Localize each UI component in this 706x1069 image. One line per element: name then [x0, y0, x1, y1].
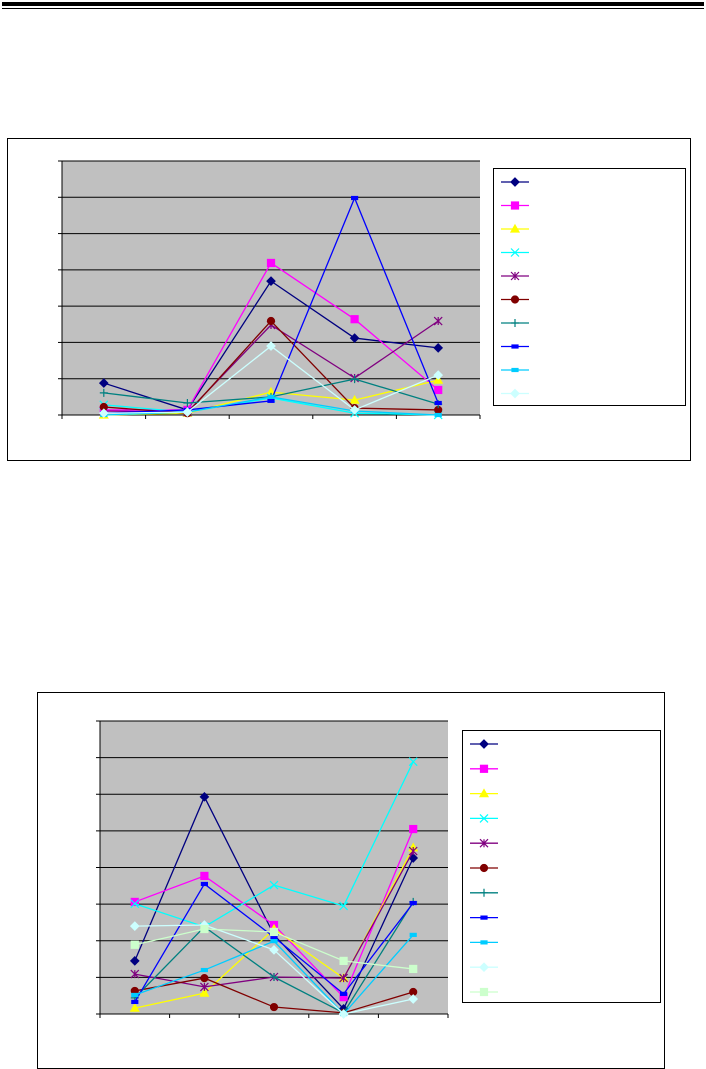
marker	[131, 999, 139, 1005]
legend	[493, 168, 686, 406]
marker	[200, 967, 208, 973]
marker	[270, 939, 278, 944]
legend-marker	[511, 367, 519, 373]
marker	[267, 394, 275, 399]
marker	[199, 791, 210, 802]
marker	[269, 880, 279, 890]
marker	[433, 343, 444, 353]
marker	[266, 316, 276, 326]
header-rule	[2, 2, 704, 6]
marker	[129, 1002, 140, 1012]
legend-marker	[510, 248, 520, 257]
marker	[408, 994, 419, 1004]
marker	[130, 940, 139, 949]
legend-marker	[480, 940, 488, 945]
legend-marker	[511, 319, 519, 327]
marker	[433, 316, 443, 326]
marker	[408, 846, 418, 856]
marker	[340, 991, 348, 996]
marker	[130, 969, 140, 979]
marker	[129, 921, 140, 931]
marker	[434, 385, 443, 395]
marker	[98, 408, 109, 419]
marker	[267, 398, 275, 403]
marker	[349, 405, 360, 415]
legend-marker	[479, 962, 489, 973]
plot-area	[62, 161, 480, 415]
marker	[130, 899, 140, 909]
marker	[199, 982, 209, 992]
marker	[266, 341, 276, 351]
legend-marker	[510, 295, 520, 304]
legend-marker	[479, 863, 489, 873]
marker	[409, 932, 417, 937]
marker	[351, 195, 359, 201]
marker	[269, 1002, 279, 1012]
marker	[339, 901, 349, 911]
marker	[433, 370, 444, 380]
legend-marker	[479, 838, 489, 848]
marker	[409, 824, 418, 834]
marker	[266, 258, 276, 268]
marker	[408, 757, 418, 767]
marker	[182, 407, 193, 417]
legend-marker	[510, 177, 520, 187]
marker	[350, 315, 359, 324]
marker	[434, 400, 442, 406]
legend-marker	[479, 813, 489, 823]
marker	[200, 881, 208, 887]
marker	[269, 927, 279, 937]
marker	[339, 956, 348, 965]
legend-marker	[479, 739, 489, 749]
marker	[269, 945, 279, 955]
marker	[350, 375, 359, 384]
marker	[130, 897, 139, 907]
marker	[129, 956, 140, 966]
legend-marker	[480, 915, 488, 920]
marker	[99, 388, 108, 397]
legend	[462, 730, 661, 1003]
marker	[183, 399, 192, 408]
marker	[270, 973, 278, 982]
marker	[409, 964, 418, 974]
legend-marker	[510, 388, 520, 399]
marker	[339, 973, 349, 983]
marker	[266, 276, 276, 286]
marker	[200, 924, 209, 934]
marker	[434, 412, 442, 418]
legend-marker	[510, 271, 520, 281]
legend-marker	[478, 788, 490, 798]
legend-marker	[479, 764, 489, 773]
legend-marker	[511, 344, 519, 349]
marker	[98, 378, 109, 388]
legend-marker	[479, 987, 489, 997]
marker	[338, 1009, 349, 1019]
marker	[349, 394, 360, 404]
legend-marker	[509, 223, 521, 233]
marker	[349, 333, 360, 343]
marker	[199, 987, 210, 997]
marker	[409, 900, 417, 906]
marker	[131, 992, 139, 998]
legend-marker	[510, 201, 520, 210]
legend-marker	[480, 888, 488, 897]
marker	[200, 974, 209, 983]
marker	[200, 871, 209, 881]
